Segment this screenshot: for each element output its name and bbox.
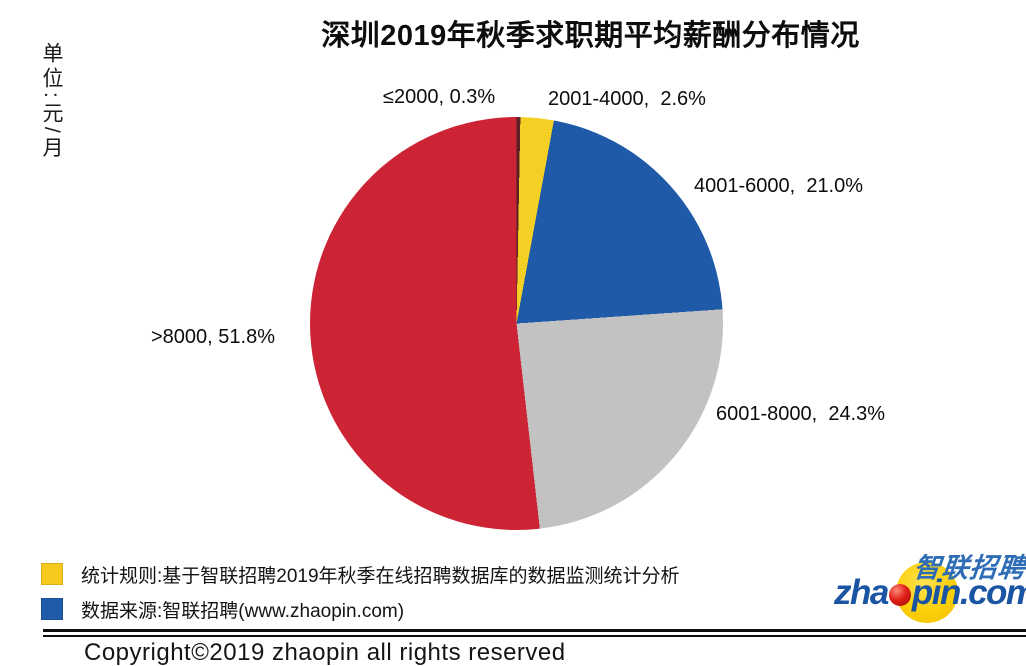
logo-en-text: zha pin.com — [834, 573, 1026, 613]
pie-slice-label-gt8000: >8000, 51.8% — [151, 326, 275, 348]
legend-swatch-yellow-icon — [41, 563, 63, 585]
legend-item: 数据来源:智联招聘(www.zhaopin.com) — [41, 597, 680, 622]
legend-item: 统计规则:基于智联招聘2019年秋季在线招聘数据库的数据监测统计分析 — [41, 562, 680, 587]
copyright-text: Copyright©2019 zhaopin all rights reserv… — [84, 639, 566, 666]
logo-en-post: pin.com — [911, 573, 1026, 612]
zhaopin-logo: 智联招聘 zha pin.com — [826, 543, 1026, 631]
double-rule-divider — [43, 629, 1026, 637]
pie-slice-label-6001-8000: 6001-8000, 24.3% — [716, 403, 886, 425]
balloon-icon — [888, 584, 911, 606]
legend: 统计规则:基于智联招聘2019年秋季在线招聘数据库的数据监测统计分析 数据来源:… — [41, 562, 680, 632]
pie-slice-label-2001-4000: 2001-4000, 2.6% — [548, 88, 706, 110]
legend-item-label: 数据来源:智联招聘(www.zhaopin.com) — [81, 600, 405, 622]
legend-swatch-blue-icon — [41, 598, 63, 620]
pie-slice-label-4001-6000: 4001-6000, 21.0% — [694, 175, 864, 197]
unit-label: 单位:元/月 — [40, 42, 63, 162]
pie-chart — [310, 117, 723, 530]
pie-slice-label-lte2000: ≤2000, 0.3% — [383, 86, 496, 108]
page-title: 深圳2019年秋季求职期平均薪酬分布情况 — [321, 20, 860, 52]
legend-item-label: 统计规则:基于智联招聘2019年秋季在线招聘数据库的数据监测统计分析 — [81, 565, 680, 587]
logo-en-pre: zha — [834, 573, 889, 612]
